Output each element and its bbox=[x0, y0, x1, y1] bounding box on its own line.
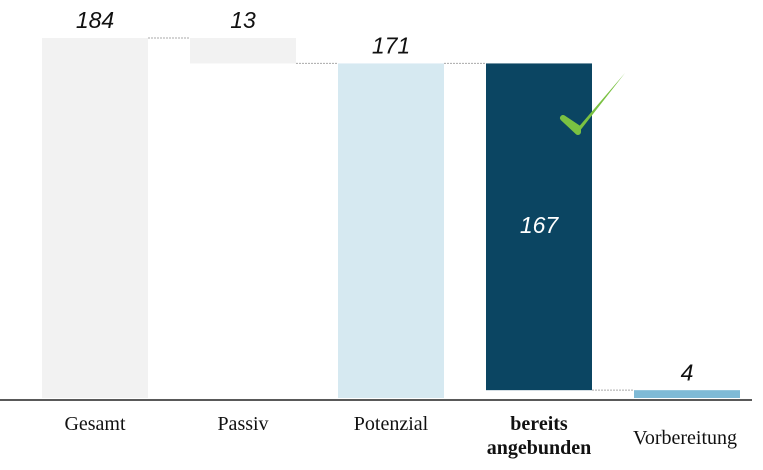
bar bbox=[338, 63, 444, 398]
bar bbox=[190, 38, 296, 64]
bar bbox=[486, 63, 592, 391]
category-label: Potenzial bbox=[353, 413, 429, 435]
bar bbox=[42, 38, 148, 398]
bar bbox=[634, 390, 740, 398]
category-label: Passiv bbox=[217, 413, 269, 435]
value-label: 167 bbox=[520, 212, 560, 238]
value-label: 184 bbox=[76, 7, 114, 33]
check-mark-stroke bbox=[560, 115, 581, 135]
value-label: 171 bbox=[372, 33, 410, 59]
category-label: Vorbereitung bbox=[632, 427, 738, 449]
value-label: 13 bbox=[230, 7, 256, 33]
category-label: Gesamt bbox=[64, 413, 126, 435]
category-label: bereits angebunden bbox=[486, 413, 592, 459]
value-label: 4 bbox=[681, 359, 694, 385]
